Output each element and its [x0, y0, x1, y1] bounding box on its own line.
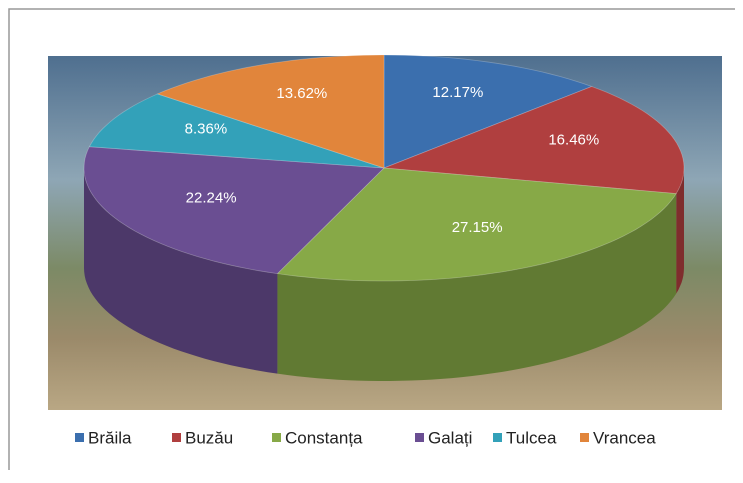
slice-side [277, 193, 677, 381]
slice [383, 86, 685, 195]
slice [156, 54, 385, 169]
legend-label: Brăila [88, 428, 132, 447]
legend-label: Buzău [185, 428, 233, 447]
data-label: 16.46% [548, 132, 599, 149]
data-label: 12.17% [432, 84, 483, 101]
legend-label: Galați [428, 428, 472, 447]
data-label: 22.24% [186, 189, 237, 206]
legend-label: Constanța [285, 428, 363, 447]
slice [276, 167, 677, 282]
legend-swatch [172, 433, 181, 442]
data-label: 27.15% [452, 219, 503, 236]
slice [83, 146, 385, 275]
legend-swatch [272, 433, 281, 442]
legend: Brăila Buzău Constanța Galați Tulcea Vrancea [75, 428, 656, 447]
legend-swatch [415, 433, 424, 442]
legend-swatch [580, 433, 589, 442]
slice-side [84, 168, 278, 374]
data-label: 8.36% [185, 120, 228, 137]
legend-swatch [75, 433, 84, 442]
legend-swatch [493, 433, 502, 442]
slice-side [676, 168, 684, 294]
pie: 12.17% 16.46% 27.15% 22.24% 8.36% 13.62% [83, 54, 685, 381]
legend-label: Tulcea [506, 428, 557, 447]
frame [8, 8, 735, 470]
slice [383, 54, 593, 169]
slice [88, 93, 385, 169]
data-label: 13.62% [276, 85, 327, 102]
legend-label: Vrancea [593, 428, 656, 447]
